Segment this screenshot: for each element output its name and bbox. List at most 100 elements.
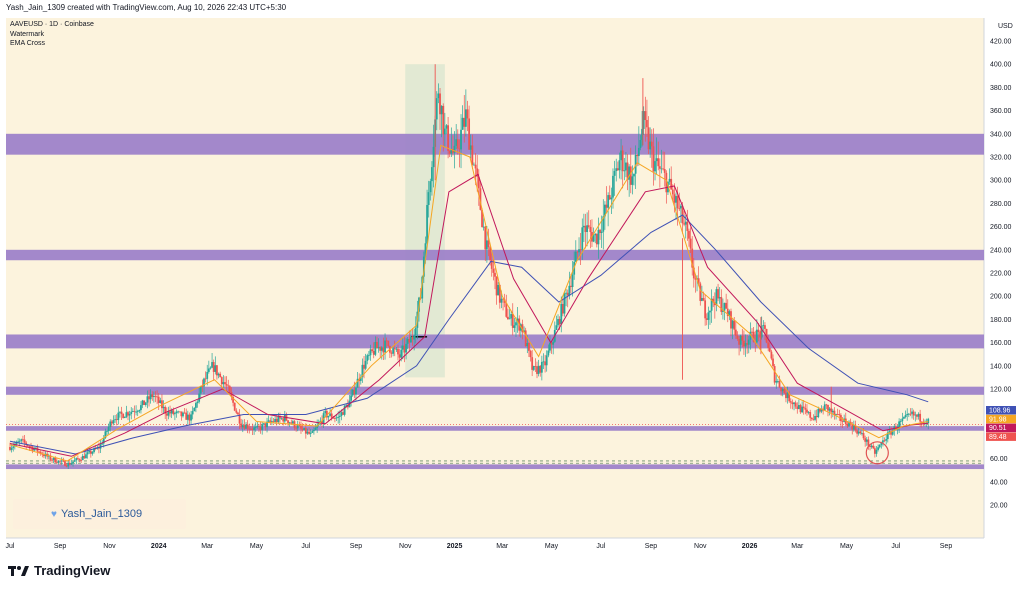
- candle-body: [49, 455, 52, 460]
- candle-body: [238, 414, 241, 424]
- candle-body: [633, 173, 635, 177]
- candle-body: [62, 460, 65, 462]
- candle-body: [901, 418, 904, 422]
- candle-body: [403, 345, 406, 353]
- candle-body: [563, 293, 566, 314]
- candle-body: [912, 411, 915, 416]
- candle-body: [292, 421, 294, 424]
- candle-body: [440, 105, 443, 115]
- candle-body: [70, 463, 73, 465]
- candle-body: [799, 405, 802, 413]
- candle-body: [794, 402, 797, 407]
- candle-body: [453, 145, 456, 153]
- candle-body: [298, 425, 301, 427]
- candle-body: [88, 450, 91, 453]
- candle-body: [385, 340, 388, 342]
- candle-body: [393, 348, 396, 350]
- candle-body: [469, 145, 472, 150]
- candle-body: [107, 426, 110, 432]
- candle-body: [275, 419, 278, 423]
- candle-body: [201, 386, 204, 387]
- x-tick-label: May: [545, 543, 559, 550]
- candle-body: [560, 303, 563, 325]
- candle-body: [712, 298, 715, 303]
- candle-body: [377, 346, 380, 349]
- candle-body: [245, 424, 247, 429]
- highlight-region: [405, 64, 445, 378]
- candle-body: [106, 431, 108, 432]
- candle-body: [662, 168, 664, 170]
- candle-body: [164, 406, 167, 414]
- candle-body: [89, 450, 92, 454]
- candle-body: [861, 433, 863, 434]
- candle-body: [410, 336, 412, 343]
- candle-body: [608, 195, 611, 200]
- candle-body: [846, 424, 849, 427]
- candle-body: [882, 440, 884, 443]
- candle-body: [673, 194, 676, 203]
- candle-body: [251, 428, 254, 430]
- candle-body: [796, 406, 799, 409]
- candle-body: [51, 459, 53, 461]
- candle-body: [261, 424, 264, 430]
- legend-indicator-watermark[interactable]: Watermark: [10, 30, 44, 38]
- candle-body: [654, 161, 656, 172]
- last-value-label: 91.98: [989, 416, 1007, 423]
- candle-body: [136, 411, 139, 413]
- candle-body: [350, 395, 352, 401]
- candle-body: [891, 430, 894, 435]
- candle-body: [463, 117, 466, 127]
- candle-body: [812, 419, 815, 420]
- candle-body: [72, 461, 74, 464]
- candle-body: [917, 413, 920, 417]
- candle-body: [54, 457, 57, 463]
- candle-body: [747, 339, 750, 345]
- candle-body: [468, 118, 471, 150]
- candle-body: [188, 414, 191, 421]
- legend-indicator-ema-cross[interactable]: EMA Cross: [10, 40, 46, 47]
- candle-body: [135, 411, 137, 413]
- currency-label: USD: [998, 23, 1013, 30]
- candle-body: [631, 176, 634, 185]
- ema-mid-line: [9, 173, 929, 457]
- candle-body: [235, 410, 238, 413]
- candle-body: [128, 413, 131, 416]
- candle-body: [424, 243, 427, 257]
- candle-body: [722, 310, 724, 312]
- low-circle-annotation: [865, 441, 889, 465]
- candle-body: [361, 364, 364, 377]
- candle-body: [43, 454, 45, 457]
- candle-body: [757, 329, 760, 332]
- candle-body: [325, 410, 328, 418]
- candle-body: [269, 420, 272, 422]
- candle-body: [81, 455, 84, 461]
- candle-body: [545, 355, 548, 366]
- candle-body: [57, 460, 60, 463]
- candle-body: [25, 442, 28, 445]
- candle-body: [507, 316, 509, 320]
- candle-body: [723, 302, 726, 311]
- candle-body: [343, 405, 346, 415]
- candle-body: [447, 125, 449, 151]
- candle-body: [259, 426, 262, 430]
- x-tick-label: Jul: [596, 543, 605, 550]
- candle-body: [148, 396, 150, 400]
- candle-body: [725, 302, 728, 309]
- candle-body: [652, 146, 655, 172]
- candle-body: [607, 195, 610, 208]
- candle-body: [431, 167, 433, 182]
- legend-symbol[interactable]: AAVEUSD · 1D · Coinbase: [10, 21, 94, 28]
- candle-body: [885, 439, 888, 441]
- price-chart[interactable]: USD20.0040.0060.0080.00100.00120.00140.0…: [0, 16, 1024, 556]
- candle-body: [277, 416, 280, 423]
- candle-body: [138, 410, 141, 412]
- candle-body: [264, 423, 267, 428]
- candle-body: [641, 128, 643, 140]
- candle-body: [720, 297, 723, 312]
- last-value-label: 108.96: [989, 408, 1011, 415]
- y-tick-label: 40.00: [990, 479, 1008, 486]
- candle-body: [597, 229, 600, 245]
- candle-body: [857, 431, 860, 434]
- candle-body: [379, 346, 382, 351]
- candle-body: [760, 325, 763, 338]
